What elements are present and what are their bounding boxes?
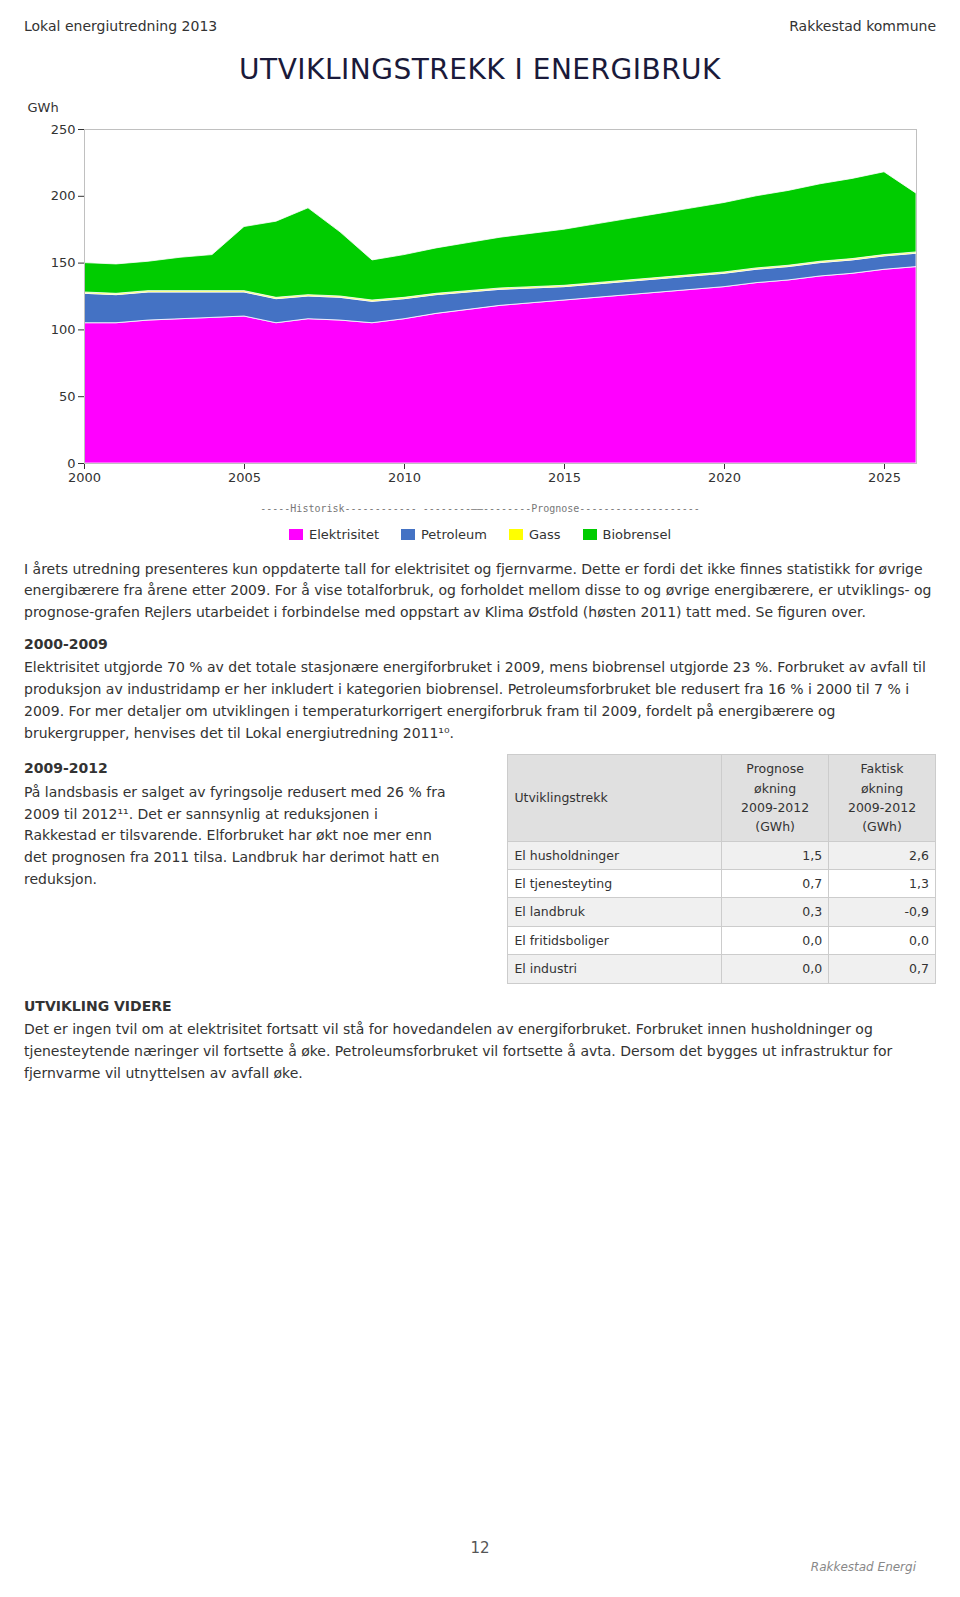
html-text:El industri: El industri — [514, 961, 577, 977]
html-text:Rakkestad Energi: Rakkestad Energi — [810, 1560, 916, 1575]
svg-text:0: 0 — [67, 456, 75, 471]
html-text:Gass: Gass — [529, 526, 561, 542]
svg-text:100: 100 — [51, 322, 76, 337]
svg-text:2015: 2015 — [548, 470, 581, 485]
svg-text:2020: 2020 — [708, 470, 741, 485]
html-text:2,6: 2,6 — [909, 847, 929, 863]
html-text:På landsbasis er salget av fyr: På landsbasis er salget av fyringsolje r… — [24, 783, 446, 887]
html-text:-----Historisk------------ ---: -----Historisk------------ --------––---… — [260, 503, 700, 515]
html-text:UTVIKLINGSTREKK I ENERGIBRUK: UTVIKLINGSTREKK I ENERGIBRUK — [239, 52, 721, 86]
html-text:Utviklingstrekk: Utviklingstrekk — [514, 790, 608, 806]
svg-text:150: 150 — [51, 255, 76, 270]
html-text:Det er ingen tvil om at elektr: Det er ingen tvil om at elektrisitet for… — [24, 1021, 893, 1081]
svg-text:50: 50 — [59, 389, 76, 404]
html-text:2000-2009: 2000-2009 — [24, 635, 108, 652]
html-text:0,0: 0,0 — [802, 961, 823, 977]
svg-text:2025: 2025 — [868, 470, 901, 485]
html-text:-0,9: -0,9 — [904, 904, 929, 920]
html-text:El husholdninger: El husholdninger — [514, 847, 620, 863]
html-text:Lokal energiutredning 2013: Lokal energiutredning 2013 — [24, 18, 218, 34]
html-text:El fritidsboliger: El fritidsboliger — [514, 932, 609, 948]
svg-text:2005: 2005 — [228, 470, 261, 485]
html-text:0,7: 0,7 — [802, 876, 823, 892]
html-text:Faktisk økning 2009-2012 (GWh): Faktisk økning 2009-2012 (GWh) — [848, 761, 917, 835]
html-text:Elektrisitet: Elektrisitet — [309, 526, 379, 542]
svg-text:GWh: GWh — [28, 100, 59, 115]
html-text:0,3: 0,3 — [802, 904, 823, 920]
svg-text:250: 250 — [51, 122, 76, 137]
html-text:Prognose økning 2009-2012 (GWh: Prognose økning 2009-2012 (GWh) — [741, 761, 810, 835]
html-text:UTVIKLING VIDERE: UTVIKLING VIDERE — [24, 997, 172, 1014]
html-text:Elektrisitet utgjorde 70 % av: Elektrisitet utgjorde 70 % av det totale… — [24, 659, 926, 741]
svg-text:200: 200 — [51, 189, 76, 204]
html-text:El landbruk: El landbruk — [514, 904, 585, 920]
html-text:1,5: 1,5 — [802, 847, 823, 863]
html-text:0,0: 0,0 — [909, 932, 929, 948]
svg-text:2010: 2010 — [388, 470, 421, 485]
html-text:Petroleum: Petroleum — [421, 526, 487, 542]
html-text:0,7: 0,7 — [909, 961, 929, 977]
html-text:0,0: 0,0 — [802, 932, 823, 948]
svg-text:2000: 2000 — [68, 470, 101, 485]
html-text:El tjenesteyting: El tjenesteyting — [514, 876, 613, 892]
html-text:12: 12 — [470, 1539, 490, 1557]
html-text:I årets utredning presenteres: I årets utredning presenteres kun oppdat… — [24, 560, 932, 621]
html-text:Rakkestad kommune: Rakkestad kommune — [789, 18, 936, 34]
html-text:2009-2012: 2009-2012 — [24, 760, 108, 777]
html-text:1,3: 1,3 — [909, 876, 929, 892]
html-text:Biobrensel: Biobrensel — [602, 526, 671, 542]
